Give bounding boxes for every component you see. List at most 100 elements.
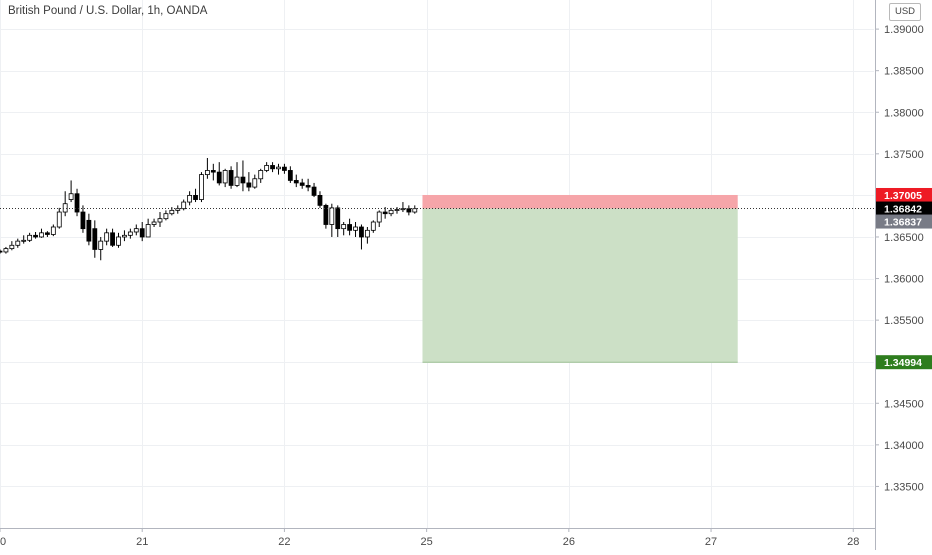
stop-price-tag-bg	[876, 187, 932, 202]
target-price-tag-bg	[876, 355, 932, 370]
candle-body	[45, 232, 50, 235]
candle-body	[234, 176, 240, 186]
candle-body	[133, 228, 139, 233]
y-tick-label: 1.35500	[884, 315, 924, 327]
candle-body	[317, 195, 323, 206]
candle-body	[74, 193, 80, 213]
candle-body	[21, 239, 27, 242]
candle-body	[276, 166, 281, 170]
candle-body	[0, 250, 3, 253]
candle-body	[287, 170, 293, 181]
candle-body	[347, 224, 353, 231]
candle-body	[382, 211, 388, 215]
target-price-tag: 1.34994	[884, 357, 922, 369]
candle-body	[62, 203, 68, 213]
candle-body	[376, 211, 382, 223]
y-tick-label: 1.34000	[884, 440, 924, 452]
candle-body	[222, 170, 228, 184]
candle-body	[15, 240, 21, 246]
candle-body	[341, 224, 347, 230]
candle-body	[258, 170, 264, 180]
y-tick-label: 1.36500	[884, 232, 924, 244]
candle-body	[370, 221, 376, 231]
candle-body	[406, 208, 412, 213]
candle-body	[187, 195, 193, 203]
y-tick-label: 1.37500	[884, 149, 924, 161]
candle-body	[388, 209, 394, 215]
candle-body	[359, 226, 364, 238]
candle-body	[86, 219, 92, 242]
x-tick-label: 20	[0, 536, 6, 548]
x-tick-label: 22	[278, 536, 290, 548]
candle-body	[151, 221, 157, 225]
candle-body	[9, 244, 15, 250]
candle-body	[163, 213, 169, 220]
candle-body	[329, 207, 335, 225]
candle-body	[27, 234, 33, 241]
candle-body	[394, 209, 400, 211]
candle-body	[252, 178, 258, 188]
candle-body	[264, 165, 270, 171]
candle-body	[98, 240, 104, 250]
y-tick-label: 1.36000	[884, 274, 924, 286]
candle-body	[293, 180, 299, 184]
short-position-tool[interactable]	[422, 194, 738, 363]
candle-body	[116, 236, 121, 246]
take-profit-zone	[422, 208, 738, 363]
candle-body	[335, 207, 341, 230]
candle-body	[56, 211, 62, 228]
candle-body	[193, 195, 198, 200]
candle-body	[199, 174, 204, 200]
candle-body	[139, 228, 145, 238]
candle-body	[364, 229, 370, 238]
candle-body	[299, 182, 305, 186]
y-tick-label: 1.38500	[884, 66, 924, 78]
candle-body	[240, 176, 246, 184]
x-tick-label: 26	[563, 536, 575, 548]
candle-body	[127, 231, 133, 236]
currency-button[interactable]: USD	[889, 3, 921, 21]
candle-body	[68, 193, 74, 200]
candle-body	[3, 248, 9, 253]
candle-body	[282, 166, 287, 171]
candle-body	[110, 232, 115, 246]
candle-body	[157, 218, 163, 223]
candle-body	[270, 165, 275, 170]
last-price-tag-bg	[876, 201, 932, 216]
prev-price-tag-bg	[876, 214, 932, 229]
candle-body	[92, 228, 98, 250]
last-price-tag: 1.36842	[884, 204, 922, 216]
y-tick-label: 1.33500	[884, 481, 924, 493]
candles	[0, 157, 418, 261]
candle-body	[228, 170, 234, 186]
candle-body	[246, 182, 252, 188]
candle-body	[216, 171, 222, 184]
candle-body	[50, 226, 56, 235]
candle-body	[305, 185, 311, 188]
candle-body	[122, 234, 127, 238]
candle-body	[181, 201, 187, 210]
candle-body	[33, 234, 38, 238]
x-tick-label: 21	[136, 536, 148, 548]
chart-title: British Pound / U.S. Dollar, 1h, OANDA	[8, 5, 208, 17]
y-tick-label: 1.38000	[884, 107, 924, 119]
candle-body	[39, 232, 44, 238]
candle-body	[210, 170, 216, 173]
x-tick-label: 28	[847, 536, 859, 548]
prev-price-tag: 1.36837	[884, 217, 922, 229]
candle-body	[80, 211, 86, 230]
candle-body	[311, 186, 317, 196]
x-tick-label: 25	[421, 536, 433, 548]
y-tick-label: 1.34500	[884, 398, 924, 410]
candle-body	[204, 170, 210, 176]
stop-price-tag: 1.37005	[884, 190, 922, 202]
y-tick-label: 1.39000	[884, 24, 924, 36]
x-tick-label: 27	[705, 536, 717, 548]
candle-body	[353, 226, 358, 231]
stop-loss-zone	[422, 194, 738, 209]
candle-body	[412, 208, 418, 213]
candle-body	[323, 204, 329, 225]
